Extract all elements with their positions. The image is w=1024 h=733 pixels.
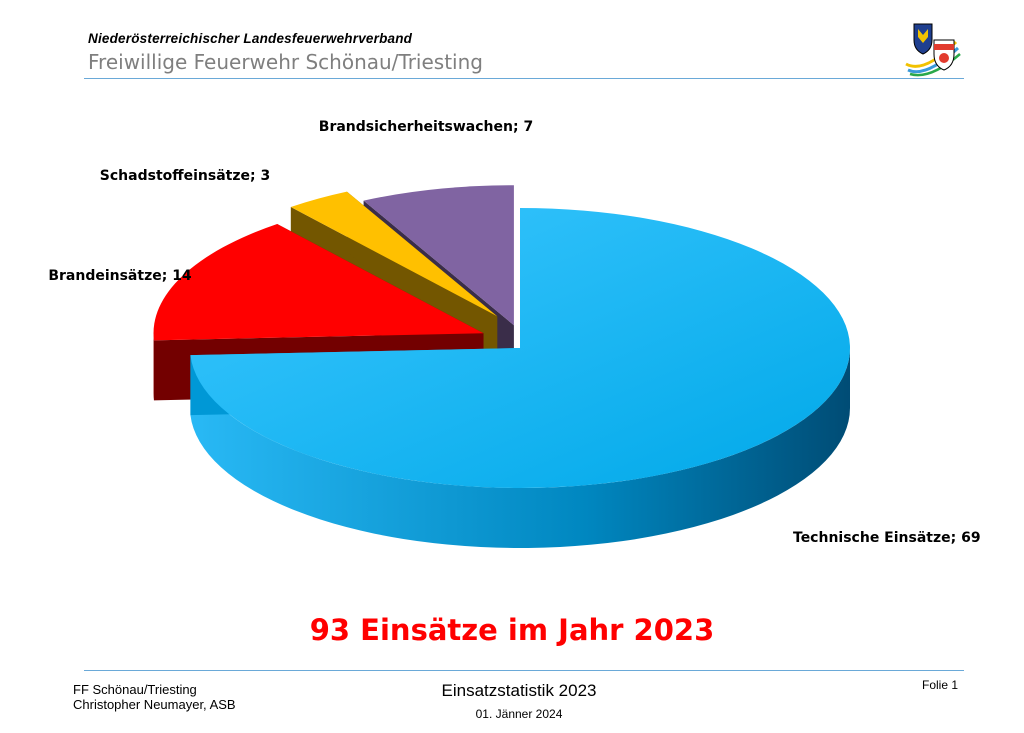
pie-slice-technische-eins-tze bbox=[190, 208, 850, 548]
unit-title: Freiwillige Feuerwehr Schönau/Triesting bbox=[88, 50, 483, 74]
emblem-logo bbox=[905, 23, 961, 77]
footer-author: Christopher Neumayer, ASB bbox=[73, 697, 236, 712]
slide-number: Folie 1 bbox=[922, 678, 959, 692]
footer-divider bbox=[84, 670, 964, 671]
footer-date: 01. Jänner 2024 bbox=[475, 707, 563, 721]
slice-label-schadstoffeins-tze: Schadstoffeinsätze; 3 bbox=[100, 168, 270, 184]
slice-label-brandeins-tze: Brandeinsätze; 14 bbox=[48, 268, 192, 284]
slice-label-brandsicherheitswachen: Brandsicherheitswachen; 7 bbox=[319, 119, 533, 135]
footer-title: Einsatzstatistik 2023 bbox=[441, 681, 597, 700]
slice-label-technische-eins-tze: Technische Einsätze; 69 bbox=[793, 530, 981, 546]
summary-headline: 93 Einsätze im Jahr 2023 bbox=[309, 613, 715, 647]
pie-chart: Brandsicherheitswachen; 7 Schadstoffeinsä… bbox=[48, 119, 981, 548]
footer-department: FF Schönau/Triesting bbox=[73, 682, 197, 697]
organization-title: Niederösterreichischer Landesfeuerwehrve… bbox=[88, 31, 413, 46]
header-divider bbox=[84, 78, 964, 79]
